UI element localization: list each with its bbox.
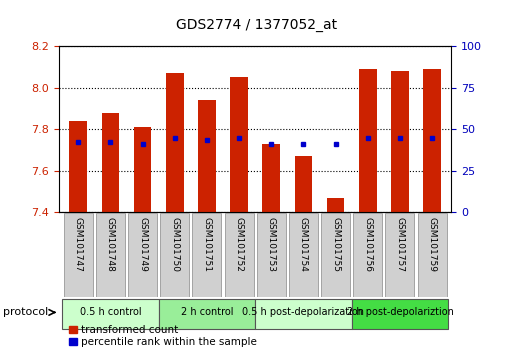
Bar — [294, 156, 312, 212]
FancyBboxPatch shape — [62, 299, 159, 329]
Bar — [263, 144, 280, 212]
FancyBboxPatch shape — [418, 213, 447, 297]
FancyBboxPatch shape — [128, 213, 157, 297]
Text: GSM101750: GSM101750 — [170, 217, 180, 272]
FancyBboxPatch shape — [96, 213, 125, 297]
Bar — [166, 73, 184, 212]
Text: GSM101759: GSM101759 — [428, 217, 437, 272]
Bar — [134, 127, 151, 212]
FancyBboxPatch shape — [353, 213, 382, 297]
Text: protocol: protocol — [4, 307, 49, 318]
Bar — [423, 69, 441, 212]
Text: GSM101751: GSM101751 — [203, 217, 211, 272]
Bar — [359, 69, 377, 212]
FancyBboxPatch shape — [255, 299, 352, 329]
FancyBboxPatch shape — [192, 213, 222, 297]
FancyBboxPatch shape — [321, 213, 350, 297]
FancyBboxPatch shape — [225, 213, 253, 297]
FancyBboxPatch shape — [257, 213, 286, 297]
FancyBboxPatch shape — [161, 213, 189, 297]
Text: 2 h post-depolariztion: 2 h post-depolariztion — [347, 308, 453, 318]
Text: GSM101757: GSM101757 — [396, 217, 404, 272]
FancyBboxPatch shape — [385, 213, 415, 297]
Legend: transformed count, percentile rank within the sample: transformed count, percentile rank withi… — [69, 325, 256, 347]
Text: 0.5 h post-depolarization: 0.5 h post-depolarization — [243, 308, 364, 318]
FancyBboxPatch shape — [289, 213, 318, 297]
Text: GDS2774 / 1377052_at: GDS2774 / 1377052_at — [176, 18, 337, 32]
Text: GSM101753: GSM101753 — [267, 217, 276, 272]
Bar — [198, 100, 216, 212]
Text: GSM101747: GSM101747 — [74, 217, 83, 272]
Bar — [391, 71, 409, 212]
FancyBboxPatch shape — [352, 299, 448, 329]
Text: GSM101755: GSM101755 — [331, 217, 340, 272]
Text: GSM101749: GSM101749 — [138, 217, 147, 272]
Text: GSM101748: GSM101748 — [106, 217, 115, 272]
Text: 2 h control: 2 h control — [181, 308, 233, 318]
Bar — [230, 77, 248, 212]
Text: GSM101756: GSM101756 — [363, 217, 372, 272]
Text: GSM101752: GSM101752 — [234, 217, 244, 272]
Bar — [69, 121, 87, 212]
Text: GSM101754: GSM101754 — [299, 217, 308, 272]
FancyBboxPatch shape — [159, 299, 255, 329]
Bar — [327, 198, 345, 212]
Text: 0.5 h control: 0.5 h control — [80, 308, 141, 318]
Bar — [102, 113, 120, 212]
FancyBboxPatch shape — [64, 213, 93, 297]
